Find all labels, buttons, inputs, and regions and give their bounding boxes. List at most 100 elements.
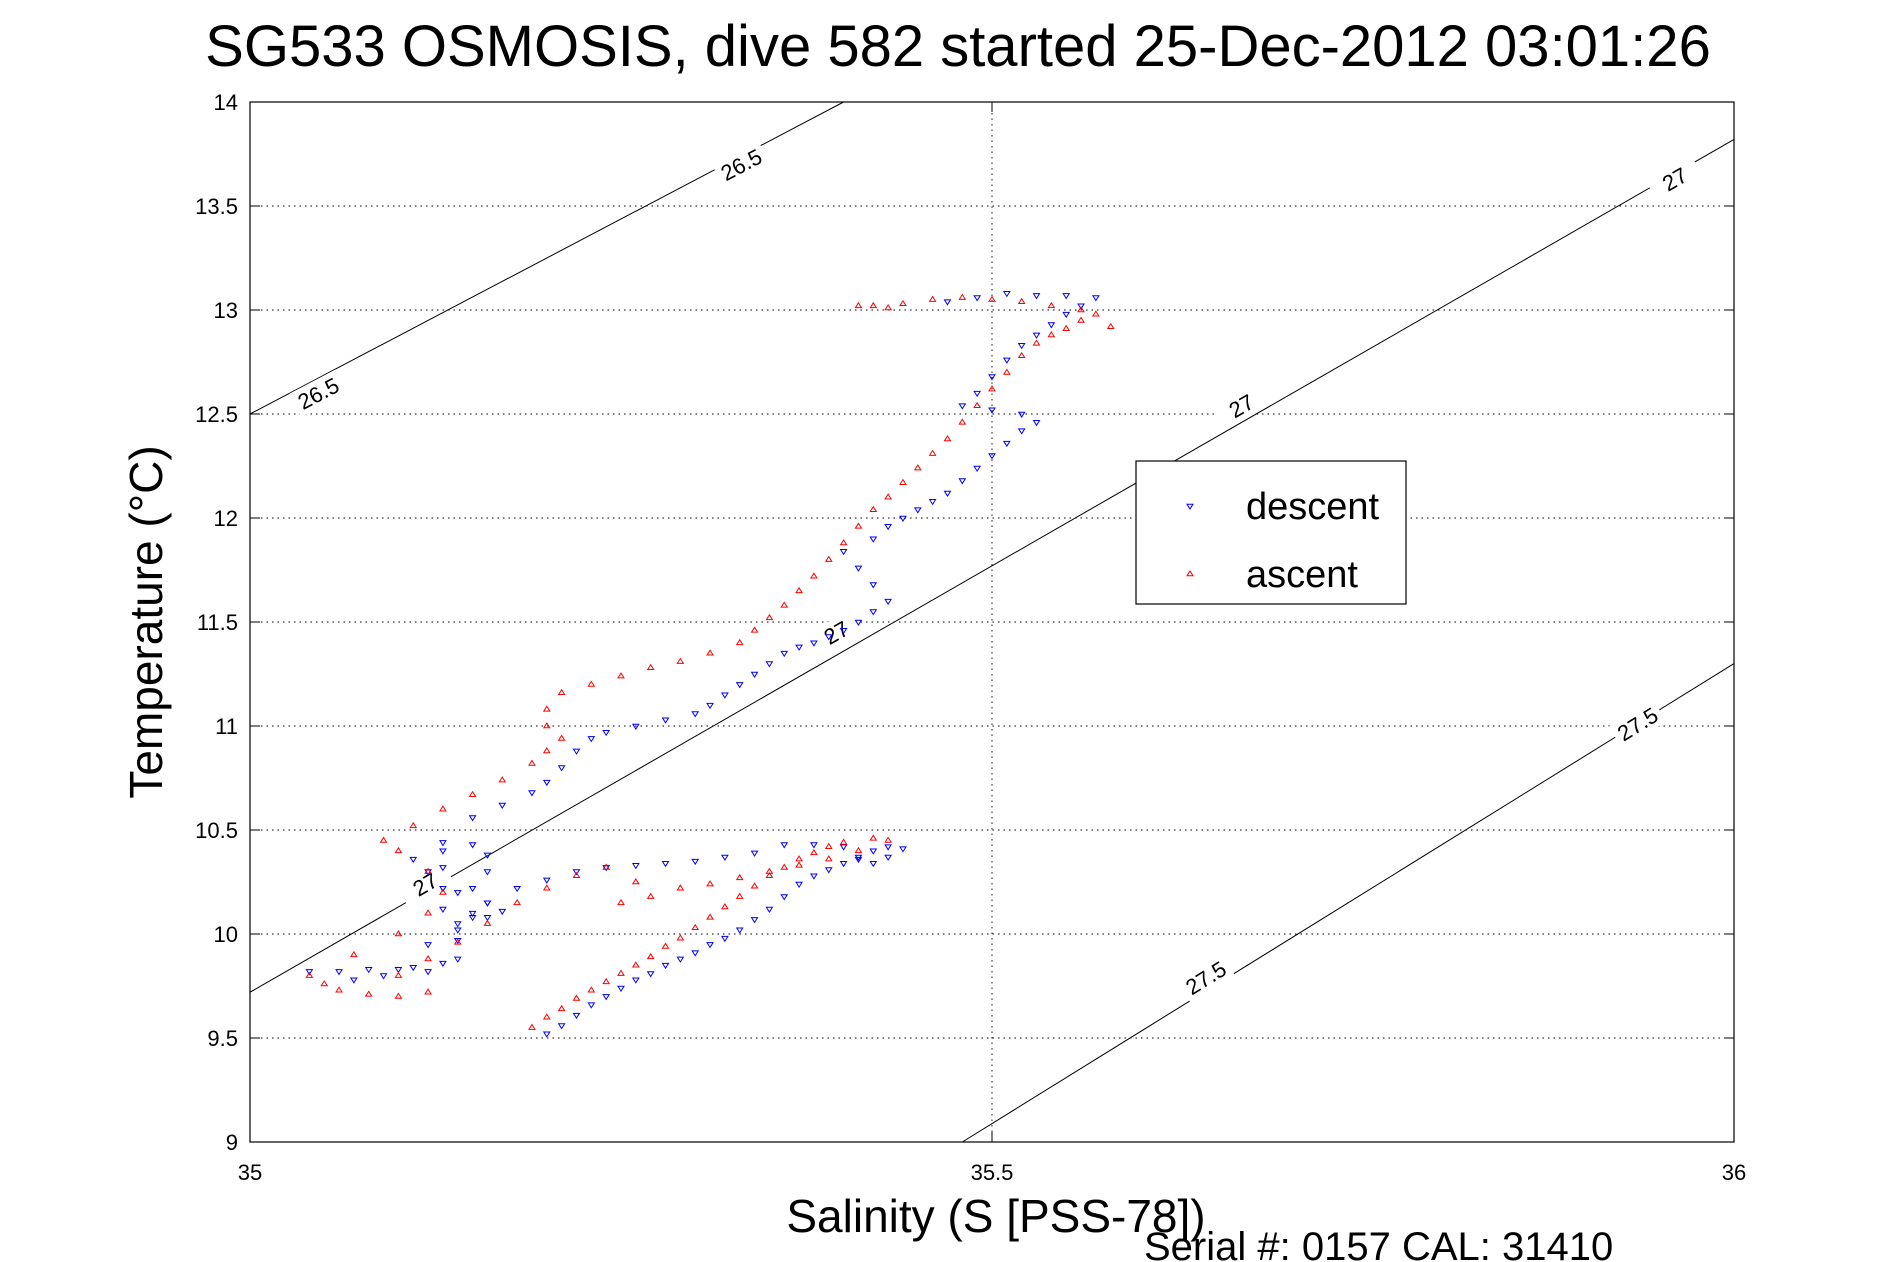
- ascent-point: [572, 871, 581, 879]
- descent-point: [661, 717, 670, 724]
- ascent-point: [735, 638, 744, 646]
- ascent-point: [735, 892, 744, 899]
- descent-point: [839, 860, 848, 868]
- descent-point: [884, 524, 893, 531]
- y-tick-label: 13.5: [195, 194, 238, 219]
- descent-point: [439, 960, 447, 968]
- descent-point: [1032, 293, 1041, 300]
- descent-point: [468, 915, 477, 922]
- descent-point: [468, 910, 477, 918]
- ascent-point: [542, 705, 551, 712]
- ascent-point: [780, 601, 789, 608]
- descent-point: [839, 628, 848, 635]
- descent-point: [810, 640, 818, 647]
- ascent-point: [958, 293, 967, 300]
- descent-point: [1077, 303, 1085, 310]
- descent-point: [854, 619, 863, 626]
- descent-point: [1002, 291, 1011, 298]
- ascent-point: [646, 663, 655, 671]
- ascent-point: [1077, 306, 1085, 313]
- x-axis-label: Salinity (S [PSS-78]): [786, 1190, 1205, 1242]
- density-contour-line: [249, 139, 1735, 993]
- ascent-point: [765, 613, 774, 621]
- descent-point: [735, 927, 744, 934]
- ascent-point: [884, 836, 893, 843]
- y-tick-label: 10: [214, 922, 238, 947]
- descent-point: [676, 956, 685, 963]
- chart-title: SG533 OSMOSIS, dive 582 started 25-Dec-2…: [205, 14, 1711, 79]
- legend-marker-descent: [1186, 503, 1194, 510]
- contour-label-gap: [1608, 699, 1667, 749]
- data-points: [305, 291, 1115, 1038]
- descent-point: [631, 977, 640, 984]
- contour-label-gap: [1212, 381, 1271, 430]
- ascent-point: [424, 909, 432, 916]
- ascent-point: [958, 418, 967, 425]
- ascent-point: [379, 836, 388, 843]
- descent-point: [439, 885, 447, 893]
- descent-point: [824, 867, 833, 874]
- ascent-point: [349, 950, 358, 958]
- ascent-point: [528, 1023, 536, 1030]
- descent-point: [765, 906, 774, 913]
- descent-point: [720, 854, 729, 861]
- ascent-point: [720, 903, 729, 910]
- ascent-point: [483, 919, 492, 926]
- ascent-point: [498, 776, 507, 783]
- ascent-point: [305, 971, 314, 978]
- descent-point: [572, 1012, 581, 1020]
- ascent-point: [854, 522, 863, 529]
- ascent-point: [542, 747, 551, 754]
- ascent-point: [661, 942, 670, 949]
- descent-point: [1017, 411, 1026, 418]
- ascent-point: [557, 734, 566, 741]
- descent-point: [899, 515, 907, 522]
- descent-point: [1032, 420, 1041, 427]
- ascent-point: [691, 923, 700, 931]
- x-tick-label: 35: [238, 1160, 262, 1185]
- descent-point: [839, 844, 848, 851]
- descent-point: [542, 1031, 551, 1038]
- ascent-point: [839, 838, 848, 845]
- ascent-point: [854, 846, 863, 854]
- ascent-point: [1062, 324, 1071, 332]
- descent-point: [810, 842, 818, 849]
- density-contour-line: [962, 663, 1735, 1143]
- y-tick-label: 10.5: [195, 818, 238, 843]
- y-tick-label: 14: [214, 90, 238, 115]
- contour-label-gap: [396, 859, 455, 909]
- ascent-point: [394, 930, 403, 937]
- ascent-point: [824, 855, 833, 862]
- descent-point: [854, 565, 863, 572]
- descent-point: [899, 846, 907, 853]
- ascent-point: [557, 1004, 566, 1012]
- descent-point: [810, 873, 818, 880]
- ascent-point: [795, 586, 803, 594]
- descent-point: [706, 942, 714, 949]
- descent-point: [483, 869, 492, 876]
- ascent-point: [424, 955, 432, 962]
- ascent-point: [1106, 322, 1115, 329]
- descent-point: [335, 969, 343, 976]
- descent-point: [884, 598, 893, 606]
- descent-point: [1062, 311, 1071, 319]
- y-tick-label: 9: [226, 1130, 238, 1155]
- axis-ticks: 35 35.5 36 9 9.5 10 10.5 11 11.5 12 12.5 13 13.5 14: [195, 90, 1746, 1185]
- descent-point: [572, 869, 581, 876]
- ascent-point: [439, 888, 447, 895]
- ascent-point: [335, 986, 343, 993]
- descent-point: [394, 967, 403, 974]
- y-tick-label: 12.5: [195, 402, 238, 427]
- ascent-point: [439, 805, 447, 812]
- ascent-point: [542, 1013, 551, 1020]
- descent-point: [498, 802, 507, 809]
- ascent-point: [884, 493, 893, 500]
- descent-point: [453, 956, 462, 963]
- ascent-point: [706, 913, 714, 920]
- ascent-point: [1017, 351, 1026, 359]
- ascent-point: [572, 994, 581, 1001]
- ascent-point: [854, 301, 863, 309]
- ascent-point: [394, 992, 403, 999]
- descent-point: [869, 848, 878, 855]
- descent-point: [1062, 293, 1071, 300]
